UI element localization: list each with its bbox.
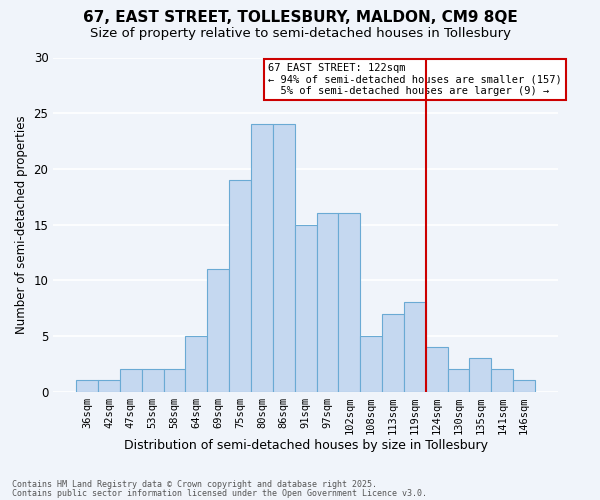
Bar <box>317 214 338 392</box>
Bar <box>469 358 491 392</box>
Bar <box>98 380 120 392</box>
Bar <box>382 314 404 392</box>
Bar <box>208 269 229 392</box>
Bar <box>338 214 360 392</box>
Bar <box>164 370 185 392</box>
Bar <box>295 224 317 392</box>
Bar <box>142 370 164 392</box>
X-axis label: Distribution of semi-detached houses by size in Tollesbury: Distribution of semi-detached houses by … <box>124 440 488 452</box>
Text: Contains HM Land Registry data © Crown copyright and database right 2025.: Contains HM Land Registry data © Crown c… <box>12 480 377 489</box>
Bar <box>229 180 251 392</box>
Text: 67 EAST STREET: 122sqm
← 94% of semi-detached houses are smaller (157)
  5% of s: 67 EAST STREET: 122sqm ← 94% of semi-det… <box>268 63 562 96</box>
Bar <box>491 370 513 392</box>
Bar <box>426 347 448 392</box>
Y-axis label: Number of semi-detached properties: Number of semi-detached properties <box>15 115 28 334</box>
Bar <box>185 336 208 392</box>
Bar <box>251 124 273 392</box>
Bar <box>448 370 469 392</box>
Bar <box>404 302 426 392</box>
Bar <box>273 124 295 392</box>
Bar <box>120 370 142 392</box>
Bar <box>513 380 535 392</box>
Bar <box>360 336 382 392</box>
Text: Contains public sector information licensed under the Open Government Licence v3: Contains public sector information licen… <box>12 489 427 498</box>
Text: 67, EAST STREET, TOLLESBURY, MALDON, CM9 8QE: 67, EAST STREET, TOLLESBURY, MALDON, CM9… <box>83 10 517 25</box>
Text: Size of property relative to semi-detached houses in Tollesbury: Size of property relative to semi-detach… <box>89 28 511 40</box>
Bar <box>76 380 98 392</box>
